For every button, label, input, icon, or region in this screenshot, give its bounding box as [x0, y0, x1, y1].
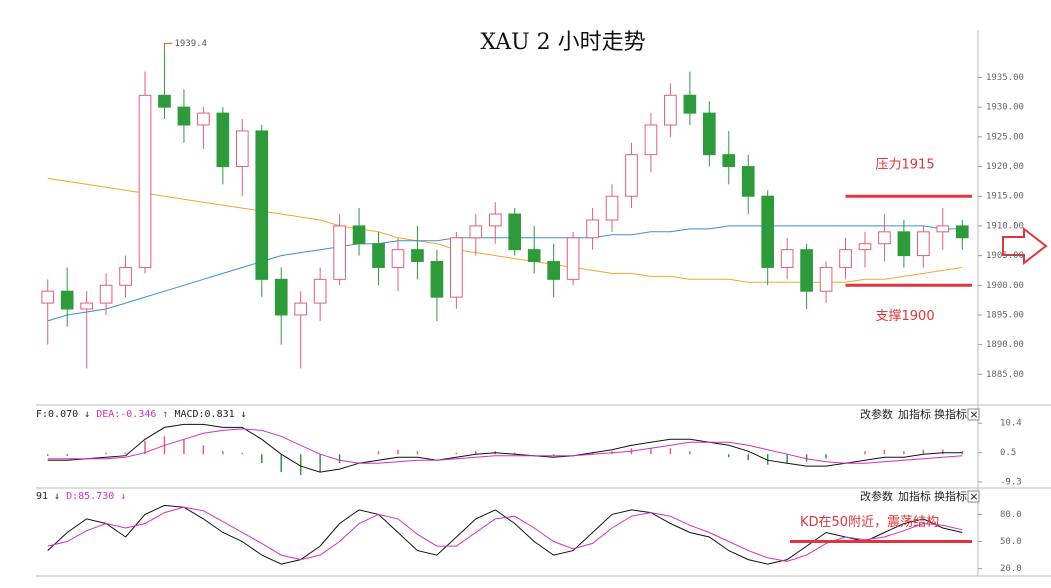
candle-body: [858, 243, 872, 251]
candle-body: [80, 302, 93, 310]
candle-body: [274, 278, 288, 316]
y-tick-label: 1930.00: [986, 103, 1024, 113]
candle-body: [917, 231, 930, 257]
candle-body: [897, 231, 911, 257]
y-tick-label: 1890.00: [986, 340, 1024, 350]
candle-body: [508, 213, 522, 251]
candle-body: [780, 249, 794, 268]
candle-body: [177, 106, 191, 126]
candle-body: [99, 284, 113, 304]
y-tick-label: -9.3: [1000, 477, 1022, 487]
candle-body: [644, 124, 658, 156]
y-tick-label: 1910.00: [986, 221, 1024, 231]
candle-body: [411, 249, 424, 263]
y-tick-label: 80.0: [1000, 510, 1022, 520]
toolbar-button[interactable]: 改参数: [860, 489, 893, 503]
candle-body: [839, 249, 852, 268]
candle-body: [878, 231, 891, 245]
candle-body: [761, 195, 775, 268]
level-label: 支撑1900: [876, 309, 935, 324]
indicator-line: [47, 506, 963, 562]
candle-body: [664, 94, 677, 126]
candle-body: [586, 219, 599, 239]
close-box[interactable]: [967, 490, 980, 503]
candle-body: [722, 154, 736, 168]
indicator-line: [47, 428, 963, 464]
candle-body: [197, 112, 210, 126]
y-tick-label: 50.0: [1000, 537, 1022, 547]
candle-body: [450, 237, 463, 298]
level-label: 压力1915: [876, 158, 935, 173]
candle-body: [391, 249, 405, 268]
candle-body: [936, 225, 950, 233]
candle-body: [547, 261, 560, 280]
candle-body: [527, 249, 541, 263]
candle-body: [819, 266, 833, 292]
toolbar-button[interactable]: ×: [969, 408, 978, 421]
candle-body: [469, 225, 483, 239]
y-tick-label: 10.4: [1000, 419, 1022, 429]
indicator-value: F:0.070 ↓: [36, 409, 90, 420]
candle-body: [313, 278, 327, 304]
y-tick-label: 1905.00: [986, 251, 1024, 261]
candle-body: [235, 130, 249, 168]
candle-body: [488, 213, 502, 227]
moving-average: [47, 225, 963, 322]
candle-body: [800, 249, 813, 292]
toolbar-button[interactable]: 改参数: [860, 407, 893, 421]
candle-body: [255, 130, 269, 280]
close-box[interactable]: [967, 408, 980, 421]
indicator-line: [47, 423, 963, 473]
candle-body: [138, 94, 152, 268]
y-tick-label: 0.5: [1000, 448, 1016, 458]
candle-body: [605, 195, 619, 221]
candle-body: [216, 112, 230, 168]
candle-body: [158, 94, 171, 108]
y-tick-label: 1900.00: [986, 281, 1024, 291]
candle-body: [430, 261, 444, 298]
candle-body: [683, 94, 697, 114]
y-tick-label: 20.0: [1000, 564, 1022, 574]
candle-body: [352, 225, 366, 245]
high-marker: [163, 42, 173, 52]
candle-body: [566, 237, 580, 280]
toolbar-button[interactable]: 加指标: [898, 407, 931, 421]
y-tick-label: 1925.00: [986, 132, 1024, 142]
indicator-value: 91 ↓: [36, 491, 60, 502]
level-label: KD在50附近，震荡结构: [800, 515, 939, 530]
candle-body: [702, 112, 716, 156]
toolbar-button[interactable]: 加指标: [898, 489, 931, 503]
indicator-value: MACD:0.831 ↓: [174, 409, 246, 420]
indicator-value: D:85.730 ↓: [66, 491, 126, 502]
candle-body: [741, 166, 755, 197]
candle-body: [625, 154, 638, 197]
candle-body: [333, 225, 346, 280]
toolbar-button[interactable]: 换指标: [934, 489, 967, 503]
toolbar-button[interactable]: 换指标: [934, 407, 967, 421]
direction-arrow: [1002, 226, 1048, 266]
y-tick-label: 1895.00: [986, 310, 1024, 320]
y-tick-label: 1920.00: [986, 162, 1024, 172]
candle-body: [372, 243, 385, 268]
indicator-line: [47, 504, 963, 565]
toolbar-button[interactable]: ×: [969, 490, 978, 503]
candle-body: [955, 225, 969, 239]
y-tick-label: 1885.00: [986, 370, 1024, 380]
candle-body: [60, 290, 74, 310]
candle-body: [41, 290, 55, 304]
candle-body: [119, 266, 132, 286]
indicator-value: DEA:-0.346 ↑: [96, 409, 168, 420]
high-label: 1939.4: [174, 39, 207, 49]
chart-title: XAU 2 小时走势: [480, 30, 645, 55]
candle-body: [294, 302, 308, 316]
y-tick-label: 1915.00: [986, 192, 1024, 202]
y-tick-label: 1935.00: [986, 73, 1024, 83]
